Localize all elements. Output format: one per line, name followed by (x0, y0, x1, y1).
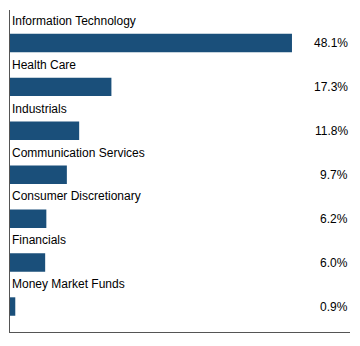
svg-text:9.7%: 9.7% (320, 168, 348, 182)
svg-text:17.3%: 17.3% (314, 80, 348, 94)
svg-text:Consumer Discretionary: Consumer Discretionary (12, 189, 141, 203)
svg-text:Industrials: Industrials (12, 102, 67, 116)
svg-text:Communication Services: Communication Services (12, 146, 145, 160)
svg-text:Information Technology: Information Technology (12, 14, 136, 28)
svg-text:6.0%: 6.0% (320, 256, 348, 270)
svg-text:11.8%: 11.8% (315, 124, 348, 138)
svg-text:6.2%: 6.2% (320, 212, 348, 226)
svg-text:Financials: Financials (12, 233, 66, 247)
svg-text:0.9%: 0.9% (320, 300, 348, 314)
svg-text:Health Care: Health Care (12, 58, 76, 72)
svg-text:48.1%: 48.1% (314, 36, 348, 50)
svg-text:Money Market Funds: Money Market Funds (12, 277, 125, 291)
